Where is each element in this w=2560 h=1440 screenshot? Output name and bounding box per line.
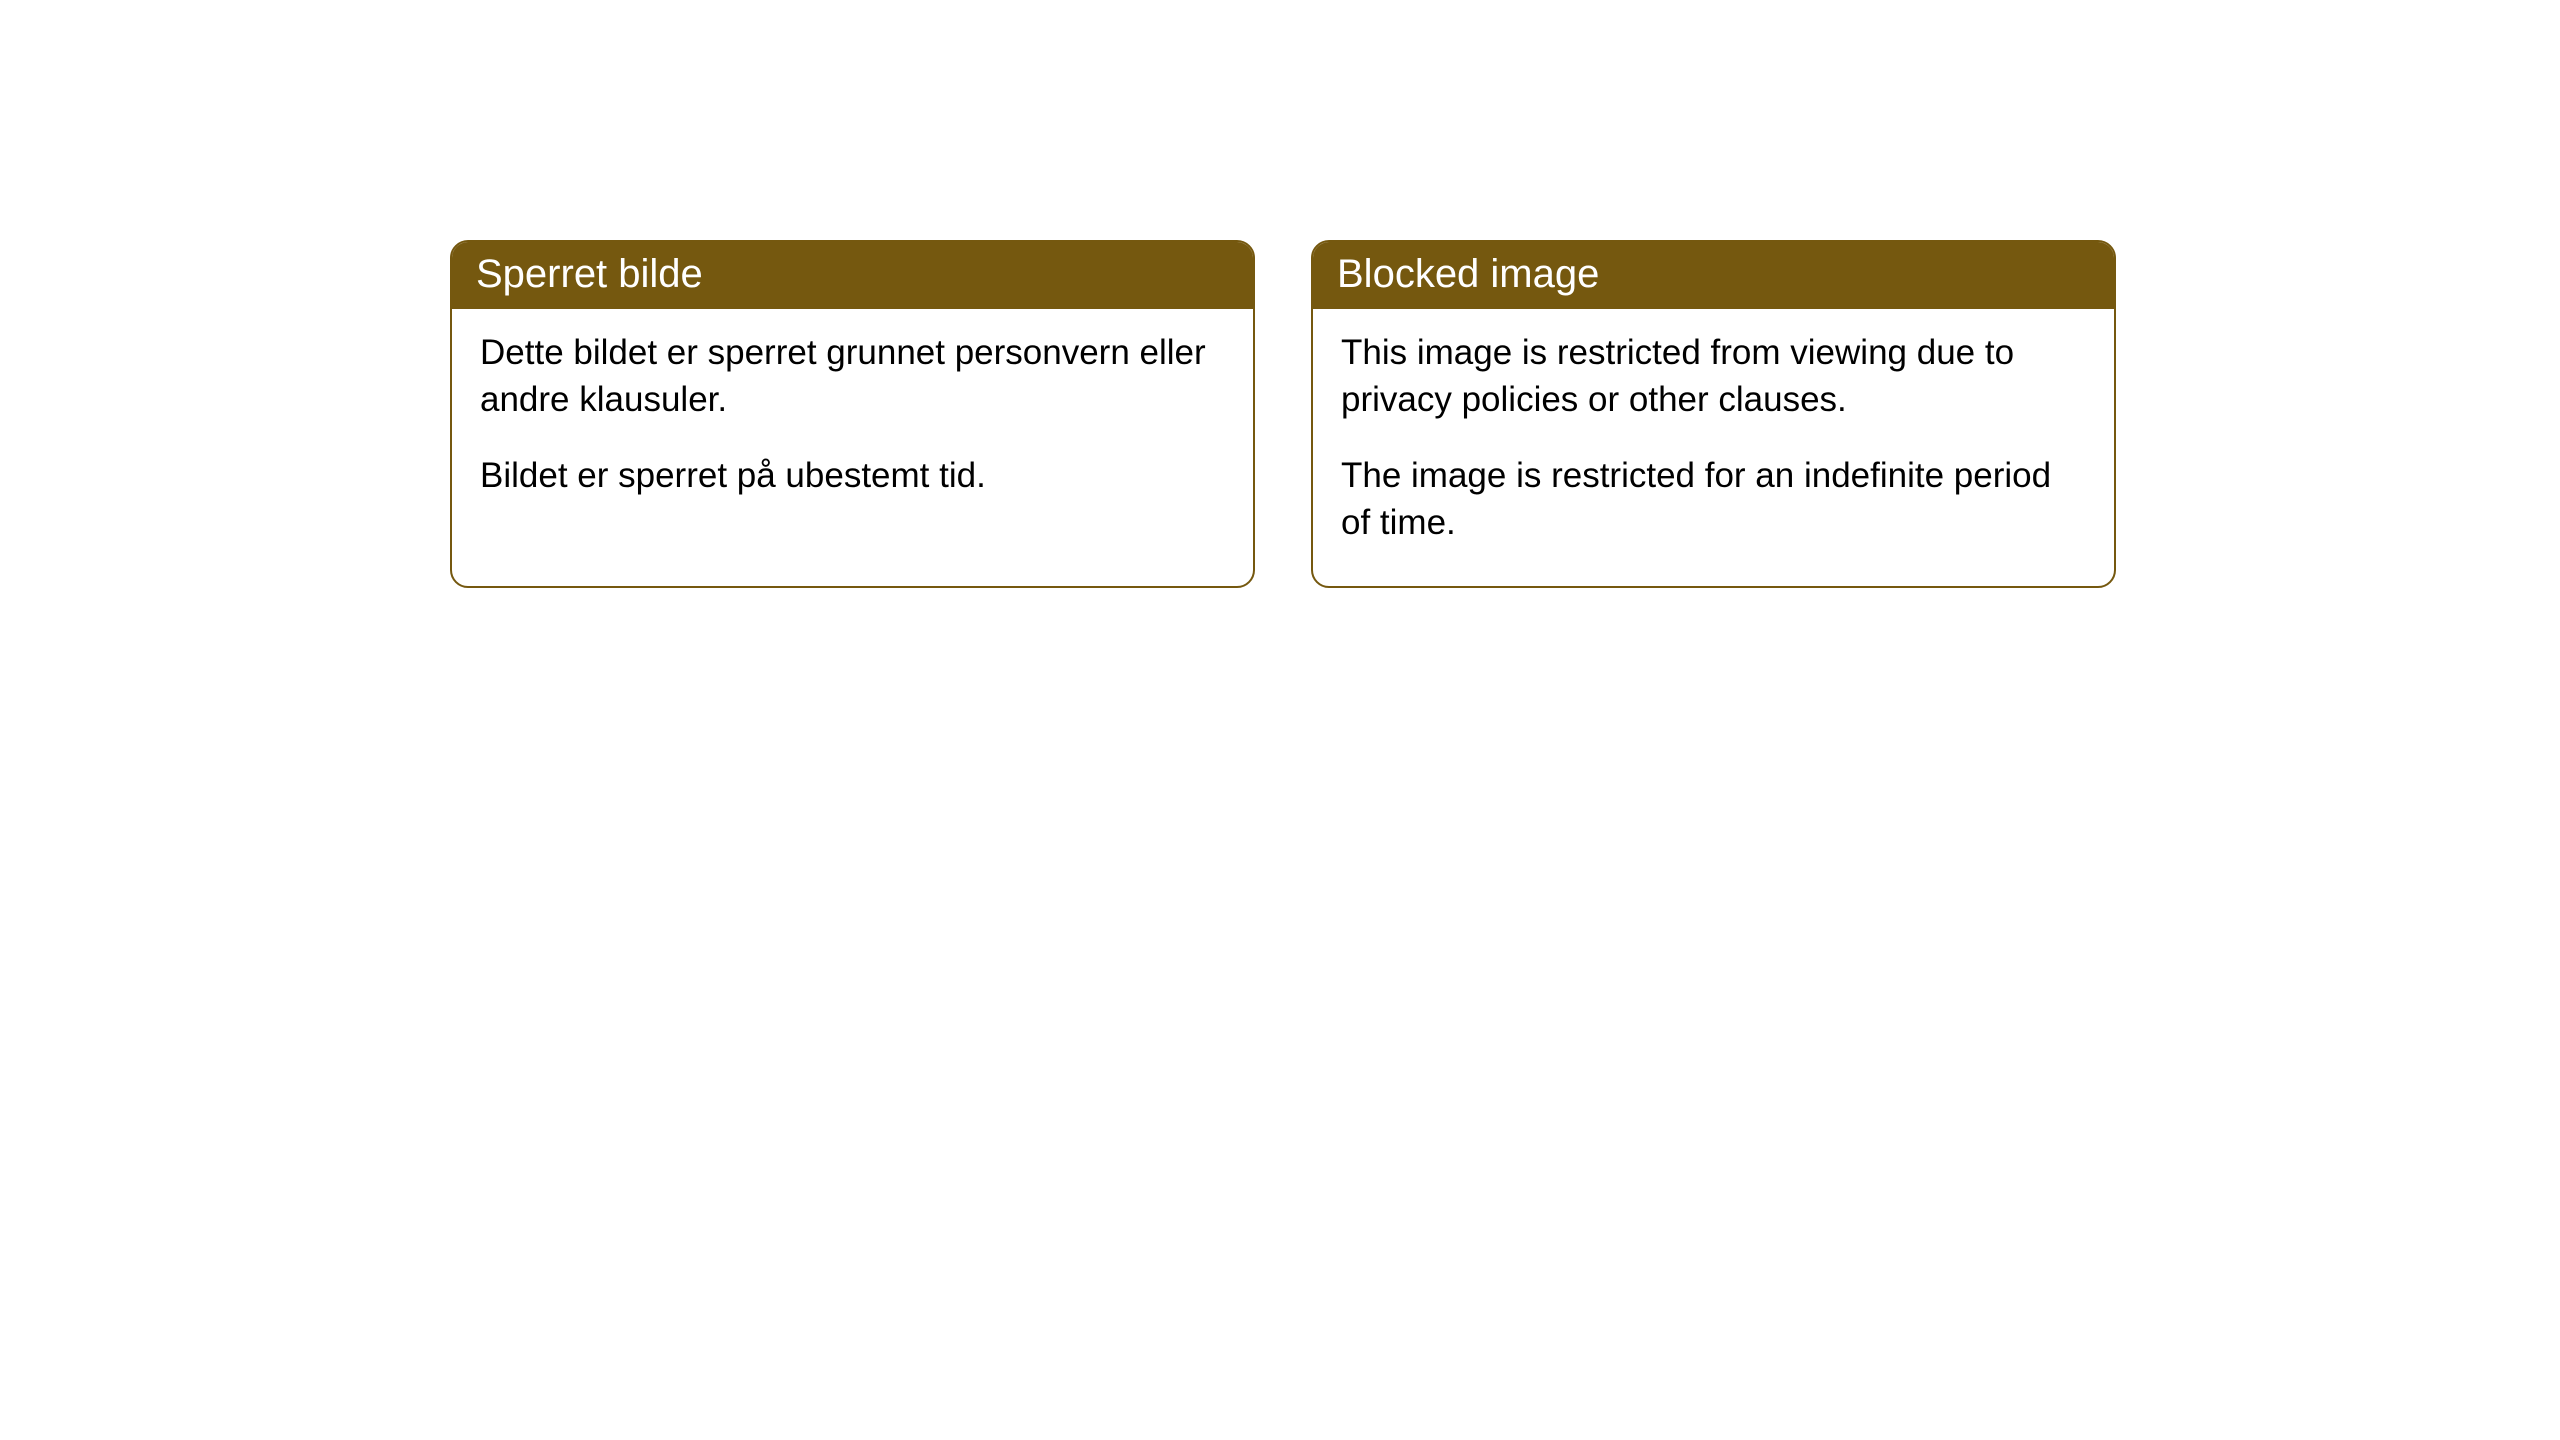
card-paragraph: Dette bildet er sperret grunnet personve…: [480, 329, 1225, 424]
card-header-english: Blocked image: [1313, 242, 2114, 309]
card-english: Blocked image This image is restricted f…: [1311, 240, 2116, 588]
card-paragraph: This image is restricted from viewing du…: [1341, 329, 2086, 424]
card-paragraph: Bildet er sperret på ubestemt tid.: [480, 452, 1225, 499]
card-body-norwegian: Dette bildet er sperret grunnet personve…: [452, 309, 1253, 539]
card-header-norwegian: Sperret bilde: [452, 242, 1253, 309]
card-norwegian: Sperret bilde Dette bildet er sperret gr…: [450, 240, 1255, 588]
card-paragraph: The image is restricted for an indefinit…: [1341, 452, 2086, 547]
card-body-english: This image is restricted from viewing du…: [1313, 309, 2114, 586]
cards-container: Sperret bilde Dette bildet er sperret gr…: [0, 0, 2560, 588]
